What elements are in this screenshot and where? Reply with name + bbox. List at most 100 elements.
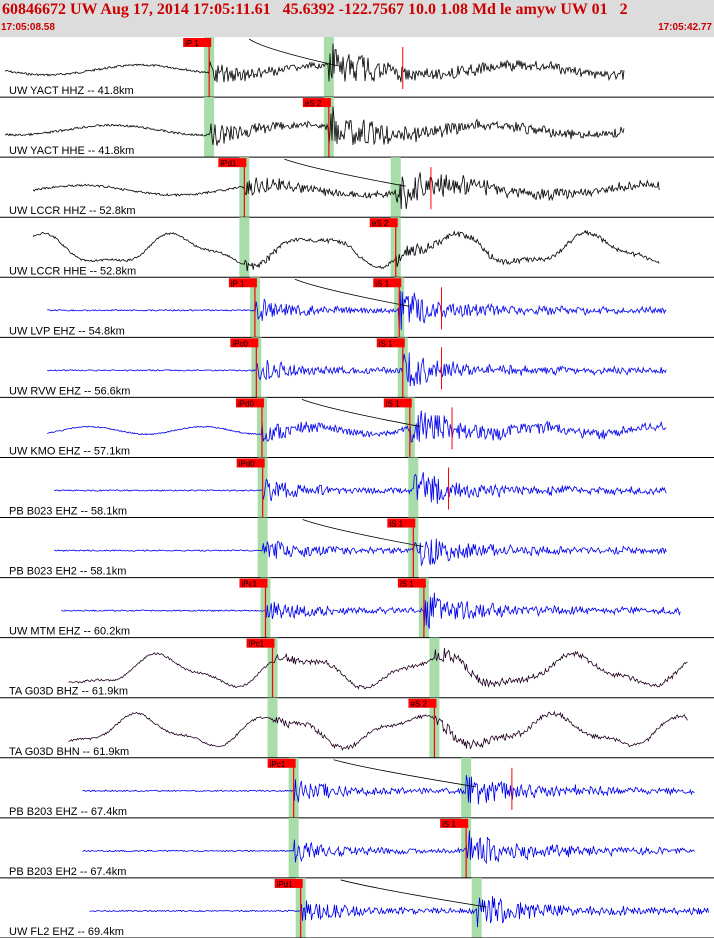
- station-label: TA G03D BHZ -- 61.9km: [9, 686, 128, 698]
- pick-label: iP 1: [185, 39, 199, 48]
- waveform: [47, 352, 667, 387]
- waveform: [32, 172, 660, 210]
- waveform: [54, 538, 667, 567]
- pick-label: iS 1: [375, 279, 389, 288]
- station-label: PB B023 EH2 -- 58.1km: [9, 566, 126, 578]
- coda-curve: [301, 399, 420, 427]
- pick-label: iS 1: [442, 820, 456, 829]
- station-label: PB B203 EHZ -- 67.4km: [9, 806, 127, 818]
- pick-label-box: [302, 98, 331, 108]
- pick-window: [390, 157, 401, 218]
- pick-label-box: [369, 218, 398, 228]
- pick-window: [471, 877, 482, 938]
- trace-row: eS 2 UW LCCR HHE -- 52.8km: [0, 217, 714, 278]
- station-label: PB B023 EHZ -- 58.1km: [9, 506, 127, 518]
- pick-label-box: [183, 38, 212, 47]
- waveform: [47, 290, 667, 331]
- pick-label-box: [440, 818, 469, 828]
- trace-row: iPc1 iS 1 UW MTM EHZ -- 60.2km: [0, 577, 714, 639]
- trace-row: iPd0 PB B023 EHZ -- 58.1km: [0, 457, 714, 519]
- end-time-label: 17:05:42.77: [658, 22, 712, 33]
- pick-label: iPd0: [238, 399, 255, 408]
- trace-row: eS 2 TA G03D BHN -- 61.9km: [0, 697, 714, 759]
- pick-label-box: [246, 638, 275, 648]
- event-title: 60846672 UW Aug 17, 2014 17:05:11.61 45.…: [2, 1, 628, 18]
- pick-label: iS 1: [400, 580, 414, 589]
- waveform: [82, 775, 695, 805]
- trace-row: iPd1 UW LCCR HHZ -- 52.8km: [0, 157, 714, 218]
- station-label: TA G03D BHN -- 61.9km: [9, 746, 129, 758]
- station-label: UW YACT HHE -- 41.8km: [9, 145, 134, 157]
- start-time-label: 17:05:08.58: [1, 22, 55, 33]
- pick-label: iP 1: [231, 279, 245, 288]
- pick-label-box: [267, 758, 296, 768]
- pick-label: eS 2: [305, 99, 322, 108]
- pick-label: iPd0: [239, 459, 256, 468]
- trace-row: iPd1 UW FL2 EHZ -- 69.4km: [0, 877, 714, 938]
- waveform: [89, 896, 709, 928]
- station-label: UW MTM EHZ -- 60.2km: [9, 626, 130, 638]
- coda-curve: [294, 278, 410, 307]
- station-label: UW LCCR HHZ -- 52.8km: [9, 205, 136, 217]
- pick-label: iPc1: [241, 580, 257, 589]
- pick-label-box: [218, 158, 247, 168]
- pick-label: iPc1: [270, 760, 286, 769]
- trace-row: iPc1 PB B203 EHZ -- 67.4km: [0, 757, 714, 819]
- trace-row: iPc1 TA G03D BHZ -- 61.9km: [0, 637, 714, 699]
- station-label: UW LCCR HHE -- 52.8km: [9, 265, 136, 277]
- waveform: [54, 472, 667, 504]
- station-label: PB B203 EH2 -- 67.4km: [9, 866, 126, 878]
- waveform: [61, 592, 681, 629]
- pick-window: [323, 37, 334, 98]
- pick-label-box: [387, 518, 416, 528]
- waveform: [82, 830, 695, 865]
- station-label: UW KMO EHZ -- 57.1km: [9, 445, 130, 457]
- waveform: [68, 710, 688, 751]
- waveform: [32, 229, 660, 272]
- pick-label: iPd1: [277, 880, 294, 889]
- pick-label-box: [397, 578, 426, 588]
- pick-label: eS 2: [410, 700, 427, 709]
- trace-row: iPd0 iS 1 UW KMO EHZ -- 57.1km: [0, 397, 714, 458]
- coda-curve: [340, 879, 487, 908]
- pick-label: iPd1: [220, 159, 237, 168]
- trace-row: iPc0 iS 1 UW RVW EHZ -- 56.6km: [0, 337, 714, 398]
- trace-row: iS 1 PB B203 EH2 -- 67.4km: [0, 817, 714, 879]
- coda-curve: [248, 38, 339, 67]
- waveform: [47, 410, 667, 443]
- coda-curve: [284, 158, 406, 187]
- pick-label: iS 1: [386, 399, 400, 408]
- pick-window: [239, 217, 250, 278]
- pick-label-box: [235, 398, 264, 408]
- pick-label: iPc1: [249, 640, 265, 649]
- trace-row: eS 2 UW YACT HHE -- 41.8km: [0, 97, 714, 158]
- coda-curve: [333, 759, 477, 788]
- pick-window: [461, 757, 472, 818]
- waveform: [4, 43, 625, 83]
- waveform: [68, 647, 688, 690]
- station-label: UW LVP EHZ -- 54.8km: [9, 325, 125, 337]
- trace-row: iP 1 iS 1 UW LVP EHZ -- 54.8km: [0, 277, 714, 338]
- pick-label: iS 1: [379, 339, 393, 348]
- pick-label-box: [236, 458, 265, 468]
- pick-window: [204, 97, 215, 158]
- pick-label-box: [228, 278, 257, 288]
- trace-row: iS 1 PB B023 EH2 -- 58.1km: [0, 517, 714, 579]
- pick-label-box: [274, 878, 303, 888]
- pick-window: [267, 697, 278, 758]
- seismogram-plot: iP 1 UW YACT HHZ -- 41.8km eS 2 UW YACT HHE…: [0, 37, 714, 938]
- station-label: UW FL2 EHZ -- 69.4km: [9, 926, 124, 938]
- pick-window: [429, 637, 440, 698]
- trace-row: iP 1 UW YACT HHZ -- 41.8km: [0, 37, 714, 98]
- waveform: [5, 106, 625, 146]
- pick-label-box: [408, 698, 437, 708]
- pick-label: iPc0: [232, 339, 248, 348]
- pick-label-box: [376, 338, 405, 348]
- pick-label-box: [230, 338, 259, 348]
- pick-label-box: [383, 398, 412, 408]
- pick-label: iS 1: [389, 520, 403, 529]
- station-label: UW RVW EHZ -- 56.6km: [9, 385, 130, 397]
- station-label: UW YACT HHZ -- 41.8km: [9, 85, 134, 97]
- pick-label-box: [373, 278, 402, 288]
- coda-curve: [302, 519, 424, 547]
